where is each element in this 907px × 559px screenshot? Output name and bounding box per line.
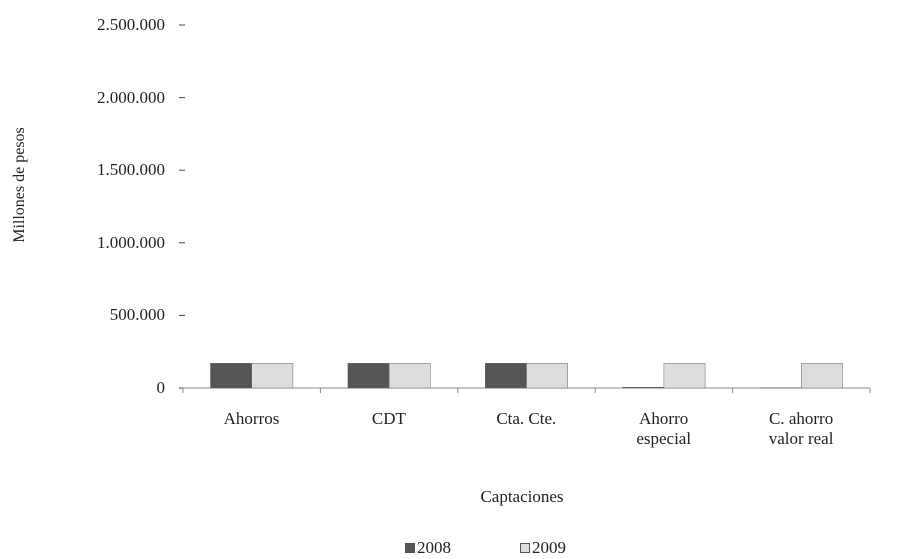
- bar: [347, 363, 390, 389]
- bar: [526, 363, 568, 389]
- legend-label: 2009: [532, 538, 566, 557]
- x-tick-label: CDT: [371, 409, 406, 428]
- y-tick-label: 2.000.000: [97, 87, 165, 107]
- legend-swatch: [405, 543, 415, 553]
- bar: [663, 363, 706, 389]
- legend-swatch: [520, 543, 530, 553]
- x-tick-label: Cta. Cte.: [496, 409, 557, 428]
- y-tick-label: 500.000: [109, 305, 165, 325]
- bar: [251, 363, 294, 389]
- x-tick-label: C. ahorro valor real: [768, 409, 834, 448]
- legend-item: 2008: [405, 538, 451, 558]
- legend-label: 2008: [417, 538, 451, 557]
- bar: [388, 363, 431, 389]
- y-axis-title: Millones de pesos: [11, 127, 28, 243]
- y-tick-label: 1.500.000: [97, 160, 165, 180]
- bar: [622, 387, 665, 389]
- bar: [801, 363, 843, 389]
- x-tick-label: Ahorro especial: [636, 409, 692, 448]
- bar: [485, 363, 527, 389]
- y-tick-label: 2.500.000: [97, 15, 165, 34]
- y-tick-label: 1.000.000: [97, 232, 165, 252]
- x-tick-label: Ahorros: [223, 409, 280, 428]
- y-tick-label: 0: [156, 378, 166, 397]
- x-axis-title: Captaciones: [480, 487, 564, 506]
- bar: [210, 363, 252, 389]
- legend-item: 2009: [520, 538, 566, 558]
